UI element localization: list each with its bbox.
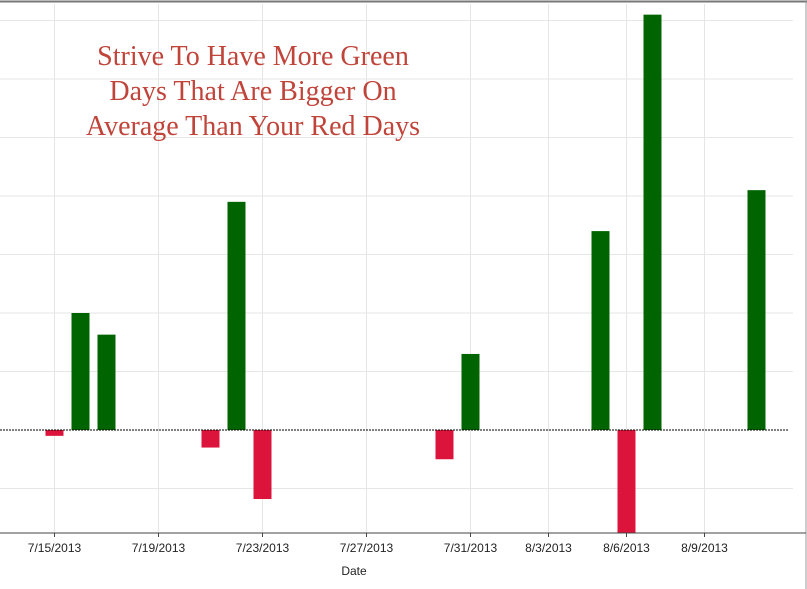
x-tick-label: 8/3/2013 xyxy=(525,541,572,555)
x-tick-labels: 7/15/2013 7/19/2013 7/23/2013 7/27/2013 7/31… xyxy=(28,533,728,555)
bar-negative xyxy=(45,430,64,436)
x-tick-label: 7/27/2013 xyxy=(340,541,394,555)
annotation-line: Strive To Have More Green xyxy=(97,41,409,72)
x-axis-title: Date xyxy=(341,564,367,578)
bar-negative xyxy=(617,430,636,533)
bar-negative xyxy=(201,430,220,448)
annotation-line: Days That Are Bigger On xyxy=(109,76,396,107)
bar-positive xyxy=(591,231,610,430)
x-tick-label: 7/31/2013 xyxy=(444,541,498,555)
bar-positive xyxy=(227,201,246,430)
annotation: Strive To Have More Green Days That Are B… xyxy=(86,41,420,142)
bar-positive xyxy=(461,353,480,430)
bar-positive xyxy=(71,313,90,430)
annotation-line: Average Than Your Red Days xyxy=(86,111,420,142)
x-tick-label: 8/9/2013 xyxy=(681,541,728,555)
bar-positive xyxy=(643,14,662,431)
bar-positive xyxy=(97,334,116,430)
x-tick-label: 7/23/2013 xyxy=(236,541,290,555)
bar-negative xyxy=(253,430,272,500)
x-tick-label: 7/19/2013 xyxy=(132,541,186,555)
bar-negative xyxy=(435,430,454,460)
bars xyxy=(45,14,766,533)
x-tick-label: 7/15/2013 xyxy=(28,541,82,555)
bar-positive xyxy=(747,190,766,430)
x-tick-label: 8/6/2013 xyxy=(603,541,650,555)
